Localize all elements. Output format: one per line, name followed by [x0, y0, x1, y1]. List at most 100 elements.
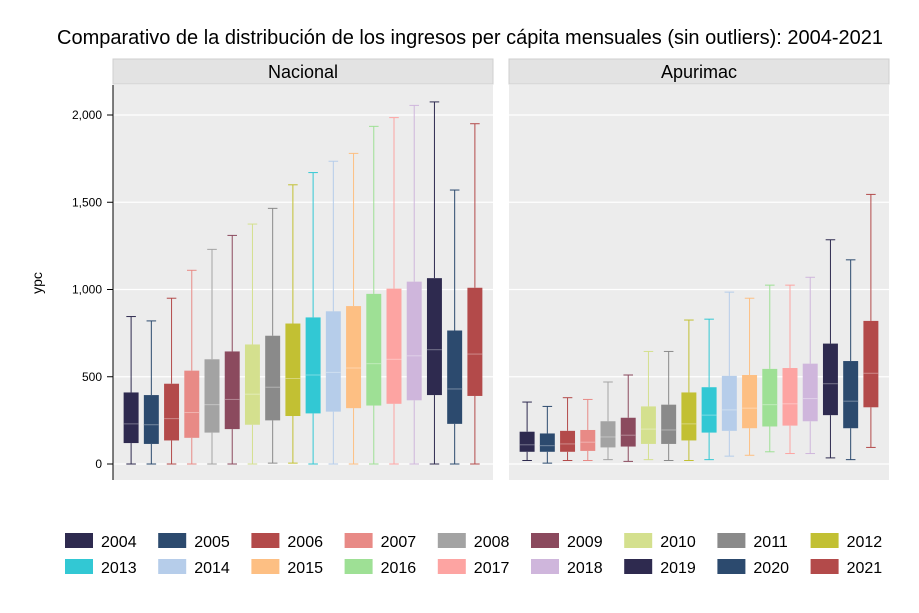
box-2015 — [346, 152, 362, 465]
legend-entry-2008: 2008 — [437, 533, 510, 551]
box-iqr — [123, 392, 139, 444]
box-iqr — [204, 359, 220, 433]
box-2014 — [325, 160, 341, 465]
legend-entry-2017: 2017 — [437, 559, 509, 577]
box-iqr — [447, 330, 463, 424]
box-iqr — [346, 306, 362, 409]
legend-entry-2011: 2011 — [717, 533, 788, 551]
legend-label: 2009 — [567, 534, 603, 551]
legend-label: 2013 — [101, 560, 137, 577]
panel-strip-label: Nacional — [268, 62, 338, 82]
box-2010 — [640, 350, 656, 461]
legend-swatch — [158, 559, 187, 574]
legend-entry-2006: 2006 — [251, 533, 323, 551]
legend-entry-2012: 2012 — [810, 533, 883, 551]
box-iqr — [143, 395, 159, 444]
box-2010 — [244, 223, 260, 465]
box-2017 — [386, 117, 402, 465]
box-2017 — [782, 284, 798, 455]
y-axis-label: ypc — [29, 272, 45, 294]
legend-label: 2011 — [753, 534, 788, 551]
box-2006 — [560, 397, 576, 462]
legend: 2004 2005 2006 2007 2008 2009 2010 2011 2012 2013… — [65, 533, 882, 577]
legend-label: 2007 — [381, 534, 417, 551]
legend-swatch — [344, 533, 373, 548]
legend-swatch — [437, 533, 466, 548]
box-2005 — [143, 320, 159, 465]
box-2013 — [305, 172, 321, 465]
box-2021 — [863, 193, 879, 448]
box-2020 — [843, 259, 859, 461]
y-tick-label: 1,000 — [72, 283, 102, 297]
legend-swatch — [531, 559, 559, 574]
box-2020 — [447, 189, 463, 465]
legend-label: 2006 — [287, 534, 323, 551]
y-tick-label: 0 — [95, 457, 102, 471]
box-2016 — [762, 284, 778, 453]
legend-swatch — [531, 533, 559, 548]
box-iqr — [580, 429, 596, 451]
box-2006 — [164, 297, 180, 465]
legend-label: 2019 — [660, 560, 696, 577]
panel-strip-label: Apurimac — [661, 62, 737, 82]
box-2009 — [224, 234, 240, 465]
legend-swatch — [65, 533, 93, 548]
box-iqr — [661, 404, 677, 444]
legend-swatch — [717, 559, 746, 574]
box-iqr — [802, 363, 818, 422]
legend-entry-2015: 2015 — [251, 559, 323, 577]
box-iqr — [386, 288, 402, 404]
legend-entry-2009: 2009 — [531, 533, 603, 551]
box-iqr — [265, 335, 281, 421]
legend-swatch — [437, 559, 466, 574]
box-iqr — [560, 430, 576, 452]
legend-label: 2004 — [101, 534, 137, 551]
legend-swatch — [717, 533, 746, 548]
box-2007 — [184, 269, 200, 465]
legend-label: 2005 — [194, 534, 230, 551]
box-iqr — [164, 383, 180, 441]
y-tick-label: 500 — [82, 370, 102, 384]
legend-label: 2014 — [194, 560, 230, 577]
legend-swatch — [344, 559, 373, 574]
legend-swatch — [251, 559, 280, 574]
box-iqr — [600, 421, 616, 448]
panel-background — [509, 85, 889, 480]
legend-entry-2013: 2013 — [65, 559, 137, 577]
box-iqr — [782, 368, 798, 426]
box-2008 — [600, 381, 616, 461]
legend-swatch — [251, 533, 280, 548]
box-2008 — [204, 248, 220, 465]
box-iqr — [467, 287, 483, 396]
box-2012 — [681, 319, 697, 462]
box-iqr — [224, 351, 240, 430]
legend-swatch — [65, 559, 93, 574]
legend-label: 2008 — [474, 534, 510, 551]
box-2007 — [580, 398, 596, 462]
legend-swatch — [158, 533, 187, 548]
box-2019 — [426, 101, 442, 465]
box-iqr — [863, 320, 879, 408]
box-iqr — [762, 368, 778, 427]
box-iqr — [325, 311, 341, 412]
box-iqr — [184, 370, 200, 438]
box-iqr — [822, 343, 838, 416]
box-2021 — [467, 123, 483, 465]
legend-entry-2018: 2018 — [531, 559, 603, 577]
legend-label: 2012 — [847, 534, 883, 551]
box-iqr — [620, 417, 636, 447]
legend-swatch — [810, 559, 839, 574]
box-iqr — [519, 431, 535, 452]
y-tick-label: 1,500 — [72, 195, 102, 209]
legend-entry-2019: 2019 — [624, 559, 696, 577]
legend-entry-2016: 2016 — [344, 559, 416, 577]
legend-entry-2010: 2010 — [624, 533, 696, 551]
box-2004 — [123, 316, 139, 465]
box-iqr — [742, 375, 758, 429]
box-2011 — [661, 350, 677, 462]
box-iqr — [305, 317, 321, 414]
chart-title: Comparativo de la distribución de los in… — [57, 27, 883, 49]
legend-swatch — [624, 533, 653, 548]
plot-area: Nacional Apurimac 0 500 1,000 1,500 2,000 — [72, 58, 890, 480]
